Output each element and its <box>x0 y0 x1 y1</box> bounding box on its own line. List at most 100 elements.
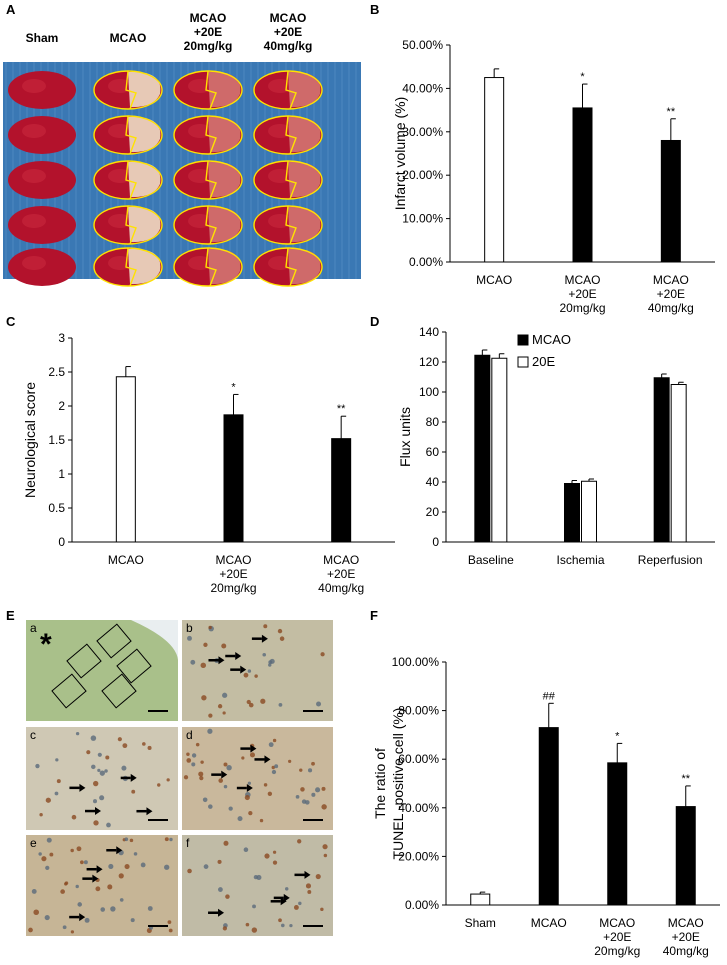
cell <box>297 839 302 844</box>
bar <box>491 357 508 543</box>
brain-highlight <box>22 214 46 228</box>
cell <box>75 731 80 736</box>
cell <box>248 702 254 708</box>
text-line: +20E <box>194 25 222 39</box>
bar <box>223 414 244 543</box>
cell <box>130 918 135 923</box>
cell <box>246 699 251 705</box>
y-tick-label: 0.00% <box>405 898 439 912</box>
column-header: MCAO <box>110 31 147 45</box>
cell <box>279 636 285 641</box>
arrow-head <box>79 913 86 922</box>
cell <box>243 672 249 678</box>
text-line: +20E <box>657 287 685 301</box>
y-axis-label: Neurological score <box>22 382 38 498</box>
cell <box>71 814 77 820</box>
cell <box>90 735 97 741</box>
bar <box>115 376 136 543</box>
cell <box>315 787 321 793</box>
y-tick-label: 40 <box>426 475 440 489</box>
cell <box>168 928 173 933</box>
cell <box>223 840 229 846</box>
arrow-head <box>246 784 253 793</box>
cell <box>70 848 74 853</box>
x-tick-label: MCAO +20E 40mg/kg <box>663 916 709 958</box>
cell <box>207 728 213 734</box>
cell <box>77 902 82 907</box>
cell <box>247 781 251 785</box>
cell <box>263 624 268 629</box>
infarct-area <box>128 116 161 153</box>
cell <box>200 760 204 764</box>
y-tick-label: 1.5 <box>48 433 65 447</box>
cell <box>321 786 326 791</box>
cell <box>217 859 222 864</box>
cell <box>131 789 136 794</box>
arrow-head <box>240 665 247 674</box>
cell <box>38 852 42 856</box>
cell <box>164 837 169 842</box>
infarct-area <box>288 206 321 243</box>
cell <box>223 784 228 789</box>
micrograph <box>182 727 333 830</box>
infarct-outline <box>125 247 137 287</box>
cell <box>288 759 292 764</box>
y-tick-label: 30.00% <box>402 125 443 139</box>
text-line: 20mg/kg <box>594 944 640 958</box>
arrow-head <box>264 755 271 764</box>
cell <box>195 742 200 747</box>
infarct-outline <box>125 70 137 110</box>
significance: * <box>580 71 585 83</box>
cell <box>252 904 256 909</box>
x-tick-label: Baseline <box>468 553 514 567</box>
tissue-edge <box>131 620 178 660</box>
legend-label: MCAO <box>532 332 571 347</box>
infarct-outline <box>125 205 137 245</box>
text-line: +20E <box>672 930 700 944</box>
text-line: 20mg/kg <box>210 581 256 595</box>
cell <box>208 625 212 630</box>
arrow-head <box>218 656 225 665</box>
cell <box>247 669 252 673</box>
bar <box>660 139 681 263</box>
cell <box>248 810 253 816</box>
y-tick-label: 50.00% <box>402 38 443 52</box>
arrow-head <box>116 846 123 855</box>
infarct-outline <box>285 115 297 155</box>
y-tick-label: 120 <box>419 355 439 369</box>
y-tick-label: 3 <box>58 331 65 345</box>
cell <box>208 804 213 809</box>
legend-swatch <box>517 356 529 368</box>
cell <box>268 663 272 667</box>
cell <box>218 887 223 892</box>
x-tick-label: MCAO <box>531 916 567 930</box>
panel-label: D <box>370 314 379 329</box>
arrow-head <box>92 874 99 883</box>
infarct-outline <box>205 160 217 200</box>
arrow-head <box>250 744 257 753</box>
cell <box>39 813 43 817</box>
cell <box>169 837 173 842</box>
micrograph <box>26 727 178 830</box>
text-line: TUNEL -positive cell (%) <box>390 708 406 860</box>
significance: ## <box>543 690 556 702</box>
infarct-outline <box>205 70 217 110</box>
y-tick-label: 140 <box>419 325 439 339</box>
cell <box>56 779 61 784</box>
bar <box>470 893 491 906</box>
cell <box>95 886 101 892</box>
cell <box>243 847 249 852</box>
significance: ** <box>667 106 676 118</box>
infarct-outline <box>285 70 297 110</box>
x-tick-label: Reperfusion <box>638 553 703 567</box>
text-line: 40mg/kg <box>318 581 364 595</box>
cell <box>55 758 59 762</box>
legend-swatch <box>517 334 529 346</box>
cell <box>226 765 232 771</box>
bar <box>484 77 505 263</box>
cell <box>108 863 114 870</box>
column-header: Sham <box>26 31 59 45</box>
micrograph-label: e <box>30 836 37 850</box>
cell <box>79 860 84 865</box>
text-line: MCAO <box>270 11 307 25</box>
